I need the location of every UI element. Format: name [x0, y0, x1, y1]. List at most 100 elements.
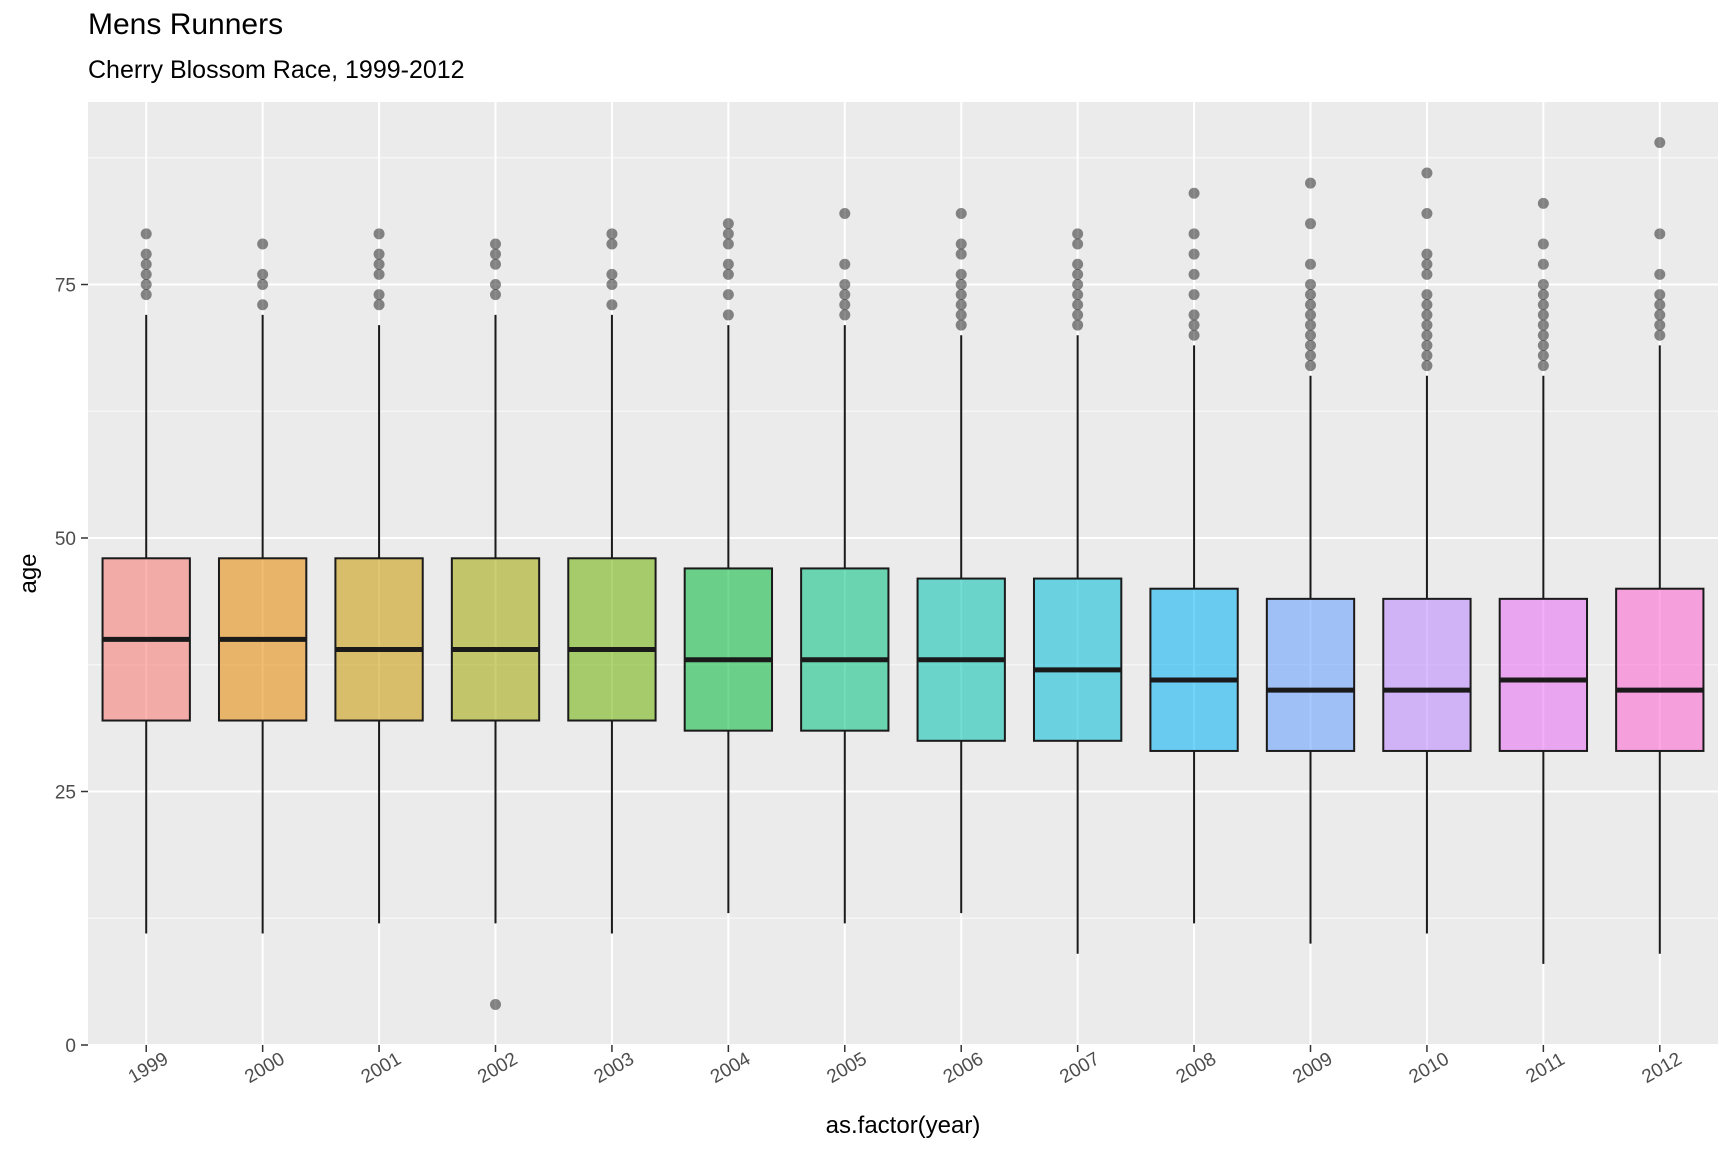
- outlier-point: [955, 268, 967, 280]
- chart-subtitle: Cherry Blossom Race, 1999-2012: [88, 56, 465, 84]
- x-tick-label: 1999: [125, 1049, 172, 1088]
- y-tick-label: 50: [55, 529, 76, 550]
- outlier-point: [1072, 289, 1084, 301]
- outlier-point: [257, 238, 269, 250]
- outlier-point: [257, 268, 269, 280]
- box-2008: [1149, 187, 1239, 924]
- outlier-point: [1537, 238, 1549, 250]
- outlier-point: [1654, 268, 1666, 280]
- outlier-point: [1537, 197, 1549, 209]
- outlier-point: [257, 279, 269, 291]
- outlier-point: [1654, 329, 1666, 341]
- box-2005: [800, 208, 890, 924]
- outlier-point: [490, 248, 501, 260]
- y-axis-title: age: [15, 553, 42, 593]
- outlier-point: [1654, 319, 1666, 331]
- outlier-point: [140, 228, 152, 240]
- outlier-point: [1421, 349, 1433, 361]
- outlier-point: [1537, 349, 1549, 361]
- outlier-point: [839, 309, 851, 321]
- outlier-point: [373, 248, 385, 260]
- outlier-point: [1188, 329, 1200, 341]
- outlier-point: [1188, 187, 1200, 199]
- box-iqr: [683, 567, 774, 732]
- outlier-point: [839, 258, 851, 270]
- x-tick-label: 2008: [1173, 1049, 1220, 1088]
- x-axis: 1999 2000 2001 2002 2003 2004 2005 2006 2007 2008…: [125, 1045, 1686, 1088]
- outlier-point: [955, 289, 967, 301]
- outlier-point: [1654, 309, 1666, 321]
- box-2003: [567, 228, 657, 934]
- outlier-point: [839, 299, 851, 311]
- outlier-point: [839, 289, 851, 301]
- outlier-point: [955, 279, 967, 291]
- outlier-point: [1537, 299, 1549, 311]
- outlier-point: [1421, 268, 1433, 280]
- outlier-point: [955, 309, 967, 321]
- outlier-point: [1188, 309, 1200, 321]
- outlier-point: [955, 299, 967, 311]
- box-2006: [916, 208, 1006, 914]
- outlier-point: [490, 238, 501, 250]
- outlier-point: [1072, 268, 1084, 280]
- box-iqr: [1032, 577, 1123, 742]
- outlier-point: [490, 279, 501, 291]
- outlier-point: [373, 289, 385, 301]
- outlier-point: [257, 299, 269, 311]
- outlier-point: [606, 238, 618, 250]
- box-2012: [1615, 137, 1705, 954]
- outlier-point: [1421, 167, 1433, 179]
- x-tick-label: 2010: [1406, 1049, 1453, 1088]
- outlier-point: [1072, 258, 1084, 270]
- box-iqr: [334, 557, 424, 722]
- outlier-point: [1654, 289, 1666, 301]
- x-tick-label: 2011: [1523, 1049, 1569, 1088]
- outlier-point: [722, 268, 734, 280]
- box-iqr: [1149, 587, 1239, 752]
- outlier-point: [373, 299, 385, 311]
- outlier-point: [1305, 289, 1316, 301]
- outlier-point: [1537, 258, 1549, 270]
- x-tick-label: 2007: [1056, 1049, 1103, 1088]
- box-iqr: [450, 557, 541, 722]
- chart-title: Mens Runners: [88, 8, 284, 41]
- outlier-point: [140, 248, 152, 260]
- outlier-point: [1188, 289, 1200, 301]
- x-tick-label: 2004: [707, 1048, 754, 1088]
- outlier-point: [722, 258, 734, 270]
- outlier-point: [839, 208, 851, 220]
- outlier-point: [1421, 248, 1433, 260]
- x-tick-label: 2006: [940, 1049, 987, 1088]
- outlier-point: [1654, 299, 1666, 311]
- outlier-point: [490, 289, 501, 301]
- outlier-point: [1421, 208, 1433, 220]
- outlier-point: [1305, 218, 1316, 230]
- outlier-point: [1305, 309, 1316, 321]
- outlier-point: [140, 258, 152, 270]
- outlier-point: [606, 268, 618, 280]
- outlier-point: [955, 238, 967, 250]
- outlier-point: [1305, 360, 1316, 372]
- outlier-point: [722, 228, 734, 240]
- outlier-point: [1654, 228, 1666, 240]
- outlier-point: [1305, 349, 1316, 361]
- y-axis: 0 25 50 75: [55, 276, 88, 1057]
- box-2007: [1032, 228, 1123, 954]
- plot-panel: [88, 102, 1718, 1045]
- y-tick-label: 25: [55, 783, 76, 804]
- box-iqr: [1615, 587, 1705, 752]
- outlier-point: [1072, 319, 1084, 331]
- outlier-point: [373, 258, 385, 270]
- outlier-point: [1537, 360, 1549, 372]
- outlier-point: [722, 309, 734, 321]
- outlier-point: [955, 319, 967, 331]
- outlier-point: [1537, 309, 1549, 321]
- x-tick-label: 2009: [1289, 1049, 1336, 1088]
- outlier-point: [1188, 268, 1200, 280]
- outlier-point: [140, 289, 152, 301]
- outlier-point: [1072, 309, 1084, 321]
- box-2000: [217, 238, 308, 934]
- outlier-point: [1537, 289, 1549, 301]
- outlier-point: [1305, 299, 1316, 311]
